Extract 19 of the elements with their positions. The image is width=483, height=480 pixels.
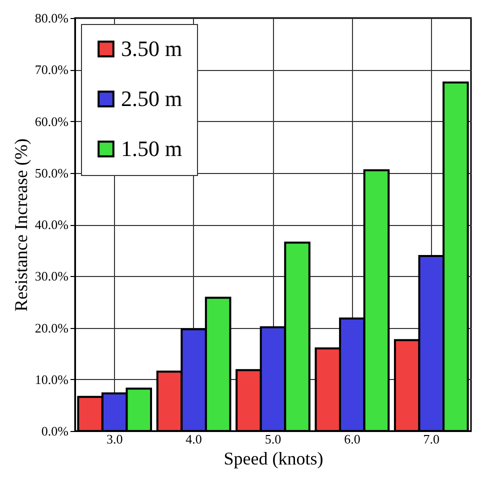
y-tick-label: 60.0%: [34, 114, 69, 129]
x-tick-label: 7.0: [423, 432, 440, 446]
y-tick-label: 30.0%: [34, 268, 69, 284]
legend-label: 3.50 m: [121, 36, 182, 61]
y-tick-label: 50.0%: [34, 165, 69, 180]
x-axis-title: Speed (knots): [224, 448, 324, 468]
y-tick-label: 0.0%: [41, 424, 69, 438]
x-tick-label: 4.0: [186, 432, 202, 446]
y-tick-label: 80.0%: [34, 10, 69, 26]
y-tick-label: 40.0%: [34, 217, 69, 232]
y-tick-label: 20.0%: [34, 320, 69, 336]
legend-label: 1.50 m: [121, 136, 182, 161]
y-tick-label: 10.0%: [34, 372, 69, 387]
x-tick-label: 3.0: [106, 432, 123, 446]
legend-label: 2.50 m: [121, 86, 182, 111]
y-axis-title: Resistance Increase (%): [10, 138, 31, 312]
x-tick-label: 5.0: [264, 432, 282, 446]
y-tick-label: 70.0%: [34, 62, 69, 78]
x-tick-label: 6.0: [344, 432, 360, 446]
